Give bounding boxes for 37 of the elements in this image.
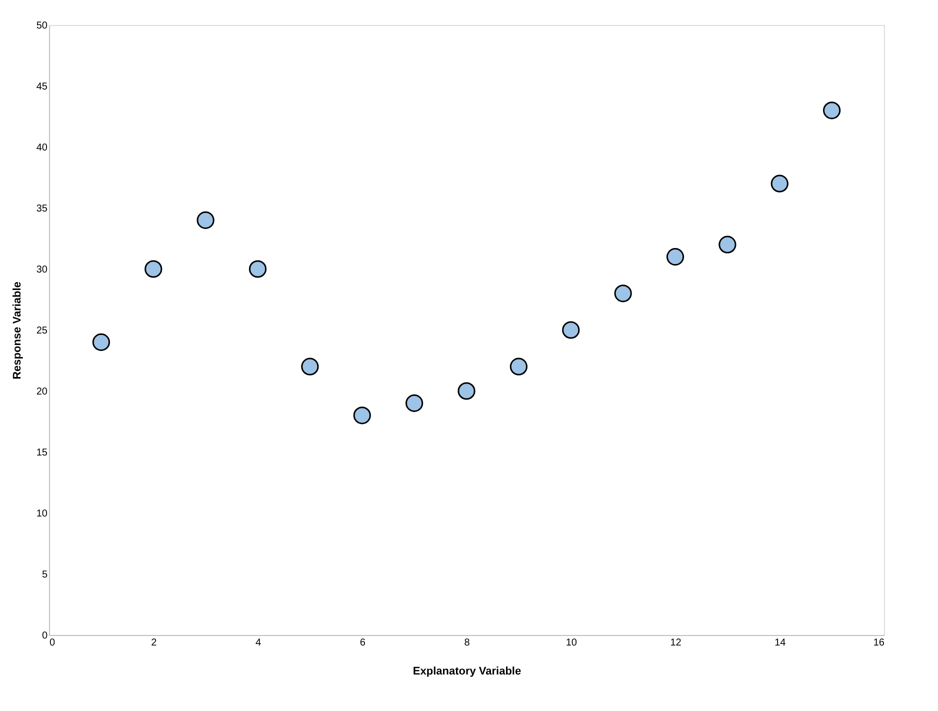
y-tick-label: 25 — [36, 326, 48, 336]
point — [823, 102, 841, 120]
y-tick-label: 10 — [36, 508, 48, 520]
y-tick-label: 50 — [36, 20, 48, 32]
x-tick-label: 2 — [151, 638, 158, 648]
point — [718, 236, 736, 254]
x-tick-label: 16 — [873, 638, 885, 648]
y-tick-label: 0 — [42, 630, 48, 642]
point — [614, 284, 632, 302]
point — [458, 382, 476, 400]
y-axis-title: Response Variable — [11, 282, 24, 380]
point — [301, 358, 319, 376]
point — [353, 406, 371, 424]
point — [92, 333, 110, 351]
point — [510, 358, 528, 376]
y-tick-label: 45 — [36, 82, 48, 92]
point — [406, 394, 424, 412]
point — [666, 248, 684, 266]
y-tick-label: 40 — [36, 142, 48, 154]
y-tick-label: 20 — [36, 386, 48, 398]
x-axis-title: Explanatory Variable — [412, 666, 522, 678]
y-tick-label: 30 — [36, 264, 48, 276]
point — [196, 211, 214, 229]
x-tick-label: 8 — [464, 638, 470, 648]
x-tick-label: 4 — [255, 638, 262, 648]
x-tick-label: 0 — [50, 638, 56, 648]
point — [770, 174, 788, 192]
x-tick-label: 14 — [774, 638, 786, 648]
x-tick-label: 12 — [670, 638, 682, 648]
point — [562, 321, 580, 339]
x-tick-label: 10 — [566, 638, 578, 648]
y-tick-label: 5 — [42, 570, 48, 580]
point — [248, 260, 267, 278]
y-tick-label: 35 — [36, 204, 48, 214]
y-tick-label: 15 — [36, 448, 48, 458]
x-tick-label: 6 — [360, 638, 366, 648]
point — [144, 260, 162, 278]
